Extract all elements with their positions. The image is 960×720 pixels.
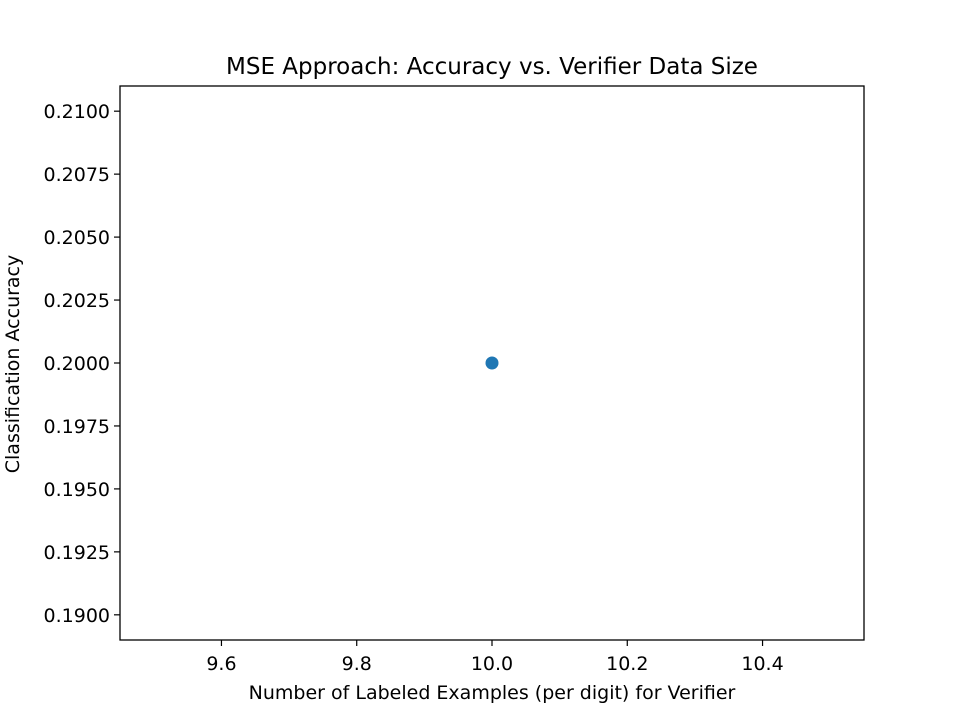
- y-tick-label: 0.2100: [44, 101, 110, 123]
- data-point: [485, 356, 499, 370]
- x-axis-ticks: 9.6 9.8 10.0 10.2 10.4: [206, 640, 784, 675]
- y-tick-label: 0.2050: [44, 227, 110, 249]
- y-tick-label: 0.2025: [44, 290, 110, 312]
- chart-title: MSE Approach: Accuracy vs. Verifier Data…: [226, 54, 758, 80]
- y-tick-label: 0.2075: [44, 164, 110, 186]
- data-points: [485, 356, 499, 370]
- x-axis-label: Number of Labeled Examples (per digit) f…: [249, 682, 736, 704]
- y-tick-label: 0.1975: [44, 416, 110, 438]
- y-tick-label: 0.1950: [44, 479, 110, 501]
- x-tick-label: 10.0: [471, 653, 513, 675]
- y-tick-label: 0.1900: [44, 605, 110, 627]
- x-tick-label: 9.8: [342, 653, 372, 675]
- y-axis-label: Classification Accuracy: [2, 255, 24, 474]
- y-tick-label: 0.1925: [44, 542, 110, 564]
- plot-area-frame: [119, 85, 865, 641]
- x-tick-label: 10.4: [741, 653, 783, 675]
- x-tick-label: 10.2: [606, 653, 648, 675]
- y-axis-ticks: 0.1900 0.1925 0.1950 0.1975 0.2000 0.2025 0.20…: [44, 101, 120, 627]
- x-tick-label: 9.6: [206, 653, 236, 675]
- y-tick-label: 0.2000: [44, 353, 110, 375]
